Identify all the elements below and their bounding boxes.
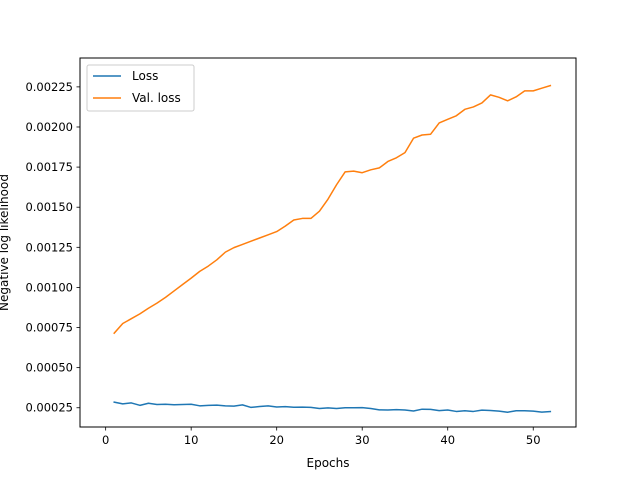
x-tick-label: 10	[184, 433, 199, 447]
plot-lines	[113, 84, 552, 413]
y-tick-label: 0.00175	[25, 160, 73, 174]
x-axis-label: Epochs	[307, 456, 350, 470]
y-tick-label: 0.00050	[25, 361, 73, 375]
y-tick-label: 0.00150	[25, 200, 73, 214]
y-tick-label: 0.00100	[25, 280, 73, 294]
x-tick-label: 30	[355, 433, 370, 447]
y-tick-label: 0.00225	[25, 80, 73, 94]
legend-label-loss: Loss	[132, 69, 158, 83]
y-tick-label: 0.00200	[25, 120, 73, 134]
legend: Loss Val. loss	[86, 64, 195, 112]
x-tick-label: 50	[526, 433, 541, 447]
y-axis: 0.00025 0.00050 0.00075 0.00100 0.00125 0.001…	[25, 80, 80, 415]
series-line-loss	[113, 401, 552, 413]
legend-label-val-loss: Val. loss	[132, 91, 181, 105]
y-tick-label: 0.00025	[25, 401, 73, 415]
y-axis-label: Negative log likelihood	[0, 174, 11, 311]
x-tick-label: 40	[440, 433, 455, 447]
x-tick-label: 0	[102, 433, 109, 447]
x-tick-label: 20	[269, 433, 284, 447]
y-tick-label: 0.00075	[25, 321, 73, 335]
x-axis: 0 10 20 30 40 50	[102, 427, 541, 447]
y-tick-label: 0.00125	[25, 240, 73, 254]
plot-area-frame	[79, 57, 577, 428]
series-line-val-loss	[113, 84, 552, 335]
